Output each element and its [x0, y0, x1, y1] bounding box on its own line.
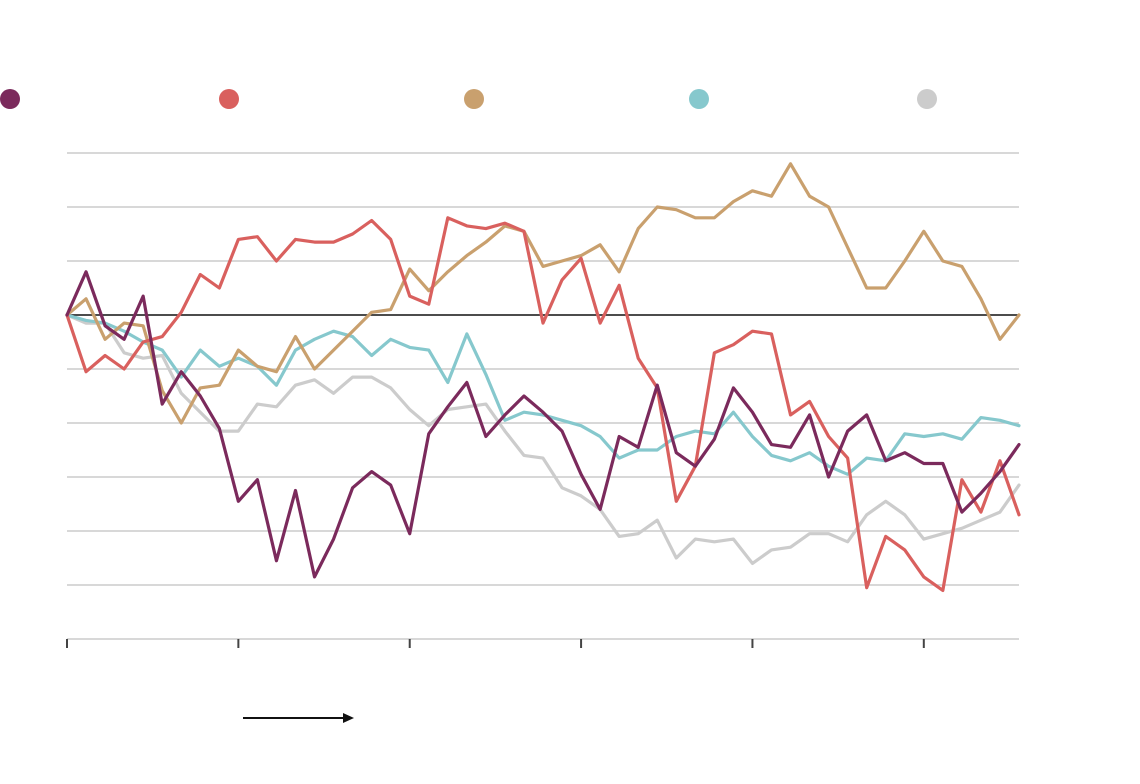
arrow-head [343, 713, 354, 723]
legend-marker [0, 89, 20, 109]
series-line [65, 313, 1021, 565]
series-line [65, 162, 1021, 425]
legend-marker [917, 89, 937, 109]
series-line [65, 313, 1021, 476]
series-line [65, 270, 1021, 579]
arrow [243, 713, 354, 723]
series-line [65, 216, 1021, 592]
legend-marker [689, 89, 709, 109]
legend-marker [219, 89, 239, 109]
legend-marker [464, 89, 484, 109]
